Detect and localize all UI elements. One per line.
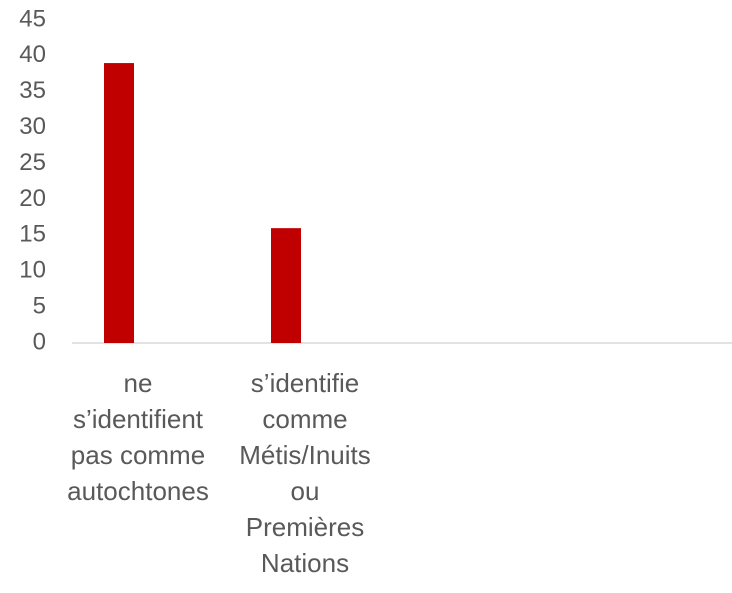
bar [271, 228, 301, 343]
x-tick-label: ne s’identifient pas comme autochtones [67, 368, 209, 506]
y-tick-label: 45 [19, 5, 46, 32]
y-tick-label: 25 [19, 149, 46, 176]
y-tick-label: 0 [33, 328, 46, 355]
y-tick-label: 15 [19, 221, 46, 248]
y-tick-label: 30 [19, 113, 46, 140]
bar [104, 63, 134, 344]
y-tick-label: 20 [19, 185, 46, 212]
y-tick-label: 10 [19, 257, 46, 284]
y-tick-label: 35 [19, 77, 46, 104]
y-tick-label: 40 [19, 41, 46, 68]
y-tick-label: 5 [33, 292, 46, 319]
x-tick-label: s’identifie comme Métis/Inuits ou Premiè… [239, 368, 371, 578]
